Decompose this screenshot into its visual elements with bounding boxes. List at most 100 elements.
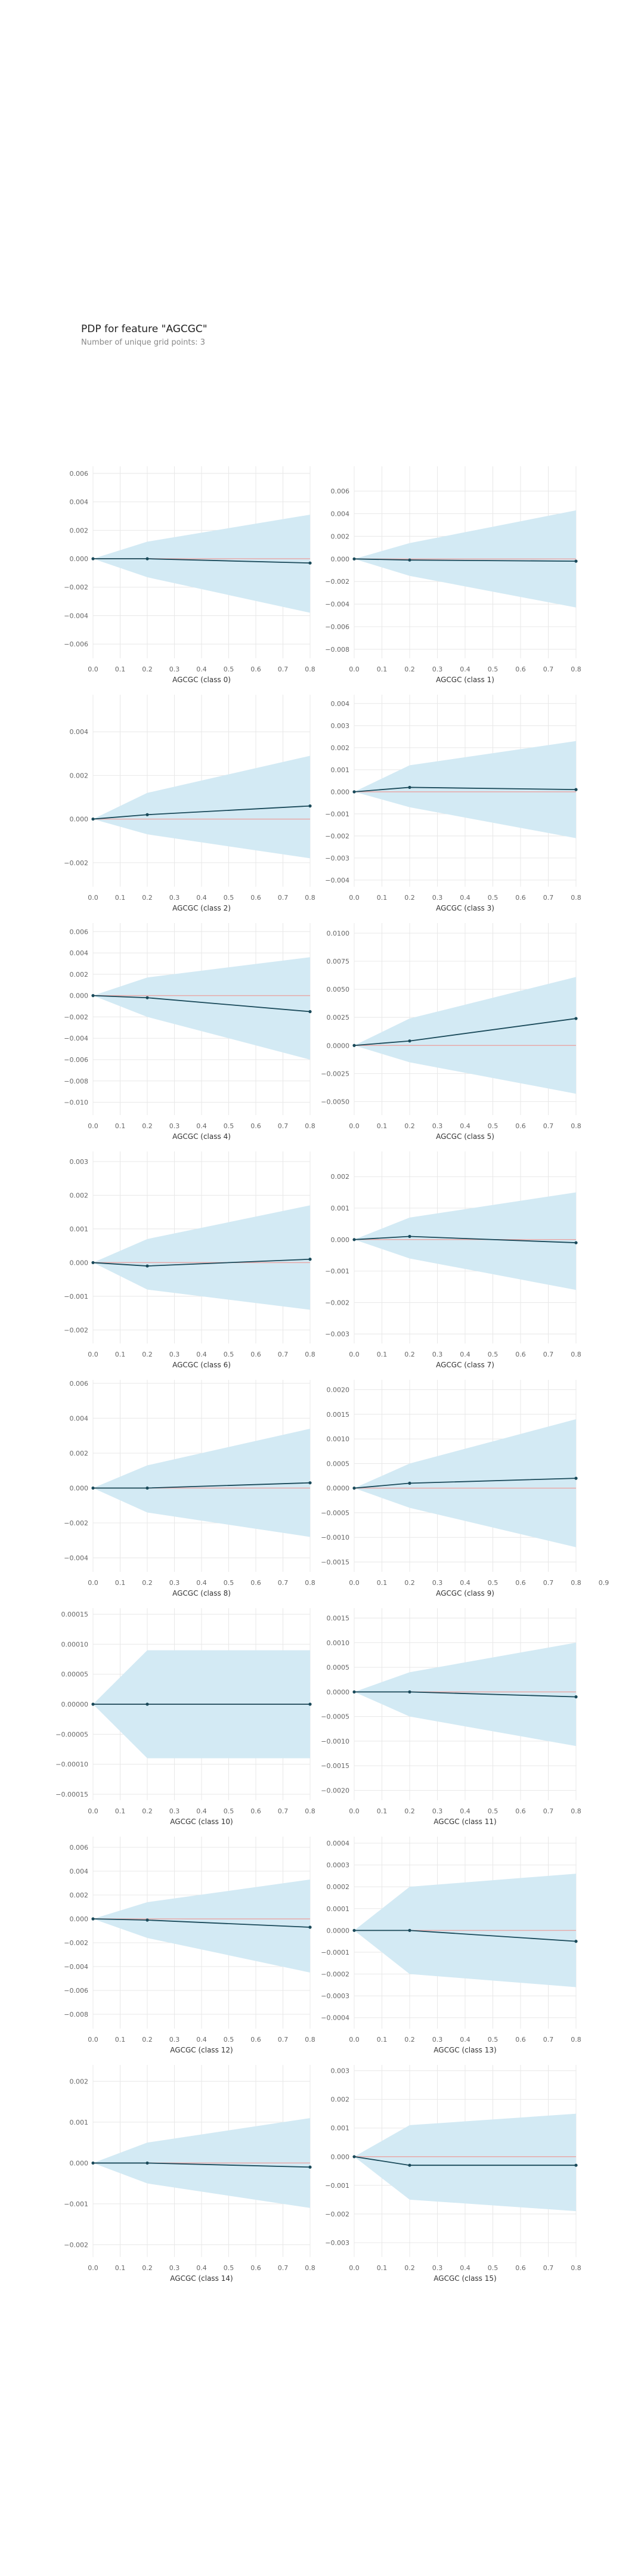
y-tick-label: 0.0010 — [327, 1639, 350, 1647]
y-tick-label: −0.008 — [325, 646, 349, 654]
x-tick-label: 0.8 — [571, 665, 581, 673]
x-tick-label: 0.0 — [88, 1807, 98, 1815]
pdp-panel-1: 0.0 0.1 0.2 0.3 0.4 0.5 0.6 0.7 0.8 0.006 0.004 0.0… — [325, 466, 581, 684]
pdp-point — [308, 1481, 312, 1485]
pdp-panel-2: 0.0 0.1 0.2 0.3 0.4 0.5 0.6 0.7 0.8 0.004 0.002 0.0… — [64, 695, 315, 912]
y-tick-label: −0.004 — [64, 1035, 88, 1042]
x-tick-label: 0.0 — [349, 1807, 360, 1815]
y-tick-label: 0.0000 — [327, 1927, 350, 1934]
x-tick-label: 0.7 — [543, 1807, 554, 1815]
pdp-point — [91, 1702, 95, 1706]
x-tick-label: 0.5 — [488, 2264, 499, 2272]
x-tick-label: 0.4 — [196, 665, 207, 673]
y-tick-label: 0.002 — [70, 527, 89, 534]
y-tick-label: −0.004 — [64, 1963, 88, 1971]
pdp-point — [408, 1234, 411, 1239]
x-tick-label: 0.8 — [571, 1351, 581, 1358]
x-tick-label: 0.5 — [224, 894, 234, 902]
x-tick-label: 0.5 — [224, 1579, 234, 1587]
y-tick-label: 0.00010 — [61, 1640, 89, 1648]
y-tick-label: −0.001 — [64, 1293, 88, 1301]
y-tick-label: −0.0020 — [321, 1787, 349, 1794]
y-tick-label: 0.002 — [70, 971, 89, 979]
pdp-point — [145, 1264, 149, 1268]
y-tick-label: −0.002 — [64, 1939, 88, 1947]
x-tick-label: 0.1 — [115, 1579, 126, 1587]
y-tick-label: 0.00015 — [61, 1611, 89, 1618]
x-tick-label: 0.0 — [88, 1579, 98, 1587]
y-tick-label: 0.004 — [70, 728, 89, 736]
y-tick-label: 0.0100 — [327, 930, 350, 937]
x-axis-label: AGCGC (class 1) — [436, 676, 494, 684]
x-tick-label: 0.4 — [196, 1579, 207, 1587]
x-tick-label: 0.4 — [460, 1122, 470, 1130]
x-tick-label: 0.4 — [460, 1351, 470, 1358]
y-tick-label: −0.006 — [64, 1056, 88, 1064]
y-tick-label: −0.0050 — [321, 1098, 349, 1106]
y-tick-label: −0.001 — [325, 810, 349, 818]
y-tick-label: −0.0005 — [321, 1713, 349, 1721]
x-tick-label: 0.9 — [599, 1579, 609, 1587]
pdp-point — [145, 813, 149, 816]
y-tick-label: 0.0005 — [327, 1460, 350, 1467]
pdp-point — [574, 1940, 578, 1943]
y-tick-label: −0.0002 — [321, 1971, 349, 1979]
pdp-point — [352, 2155, 356, 2159]
y-tick-label: 0.006 — [70, 1380, 89, 1388]
pdp-point — [91, 817, 95, 821]
y-tick-label: −0.0010 — [321, 1534, 349, 1541]
x-tick-label: 0.1 — [115, 894, 126, 902]
y-tick-label: 0.002 — [70, 1450, 89, 1457]
pdp-point — [91, 557, 95, 561]
x-tick-label: 0.3 — [432, 1579, 443, 1587]
x-tick-label: 0.1 — [377, 1579, 388, 1587]
pdp-panel-3: 0.0 0.1 0.2 0.3 0.4 0.5 0.6 0.7 0.8 0.004 0.003 0.0… — [325, 695, 581, 912]
y-tick-label: −0.0005 — [321, 1509, 349, 1517]
x-axis-label: AGCGC (class 11) — [434, 1818, 496, 1826]
x-tick-label: 0.5 — [488, 1807, 499, 1815]
x-tick-label: 0.3 — [432, 1122, 443, 1130]
y-tick-label: −0.0004 — [321, 2014, 349, 2022]
x-tick-label: 0.8 — [305, 894, 315, 902]
y-tick-label: 0.002 — [331, 1173, 350, 1181]
y-tick-label: 0.000 — [70, 1259, 89, 1267]
y-tick-label: −0.004 — [325, 600, 349, 608]
y-tick-label: 0.002 — [331, 744, 350, 752]
pdp-point — [408, 1481, 411, 1485]
x-axis-label: AGCGC (class 5) — [436, 1132, 494, 1141]
pdp-panel-14: 0.0 0.1 0.2 0.3 0.4 0.5 0.6 0.7 0.8 0.002 0.001 0.0… — [64, 2065, 315, 2283]
pdp-point — [145, 1918, 149, 1922]
y-tick-label: −0.003 — [325, 854, 349, 862]
x-axis-label: AGCGC (class 4) — [172, 1132, 231, 1141]
y-tick-label: 0.006 — [70, 470, 89, 478]
x-tick-label: 0.6 — [515, 1351, 526, 1358]
x-tick-label: 0.2 — [142, 2036, 153, 2044]
pdp-point — [408, 2163, 411, 2167]
x-tick-label: 0.6 — [250, 665, 261, 673]
pdp-point — [145, 1486, 149, 1490]
y-tick-label: 0.000 — [331, 555, 350, 563]
confidence-band — [354, 1642, 576, 1747]
x-tick-label: 0.8 — [571, 1122, 581, 1130]
x-tick-label: 0.8 — [305, 1807, 315, 1815]
x-tick-label: 0.3 — [432, 665, 443, 673]
y-tick-label: 0.004 — [70, 949, 89, 957]
pdp-panel-13: 0.0 0.1 0.2 0.3 0.4 0.5 0.6 0.7 0.8 0.0004 0.0003 0… — [321, 1837, 581, 2054]
y-tick-label: −0.00010 — [55, 1761, 88, 1769]
x-tick-label: 0.6 — [515, 2036, 526, 2044]
x-tick-label: 0.0 — [88, 1122, 98, 1130]
y-tick-label: −0.002 — [64, 1519, 88, 1527]
y-tick-label: −0.0010 — [321, 1738, 349, 1745]
y-tick-label: −0.00005 — [55, 1730, 88, 1738]
x-tick-label: 0.6 — [250, 1579, 261, 1587]
y-tick-label: 0.000 — [331, 2153, 350, 2161]
pdp-point — [308, 1010, 312, 1014]
x-tick-label: 0.2 — [404, 894, 415, 902]
confidence-band — [93, 1428, 310, 1537]
x-tick-label: 0.4 — [460, 894, 470, 902]
y-tick-label: 0.0001 — [327, 1905, 350, 1913]
y-tick-label: 0.0000 — [327, 1485, 350, 1493]
y-tick-label: −0.006 — [325, 623, 349, 631]
y-tick-label: −0.004 — [64, 612, 88, 620]
pdp-point — [91, 1486, 95, 1490]
